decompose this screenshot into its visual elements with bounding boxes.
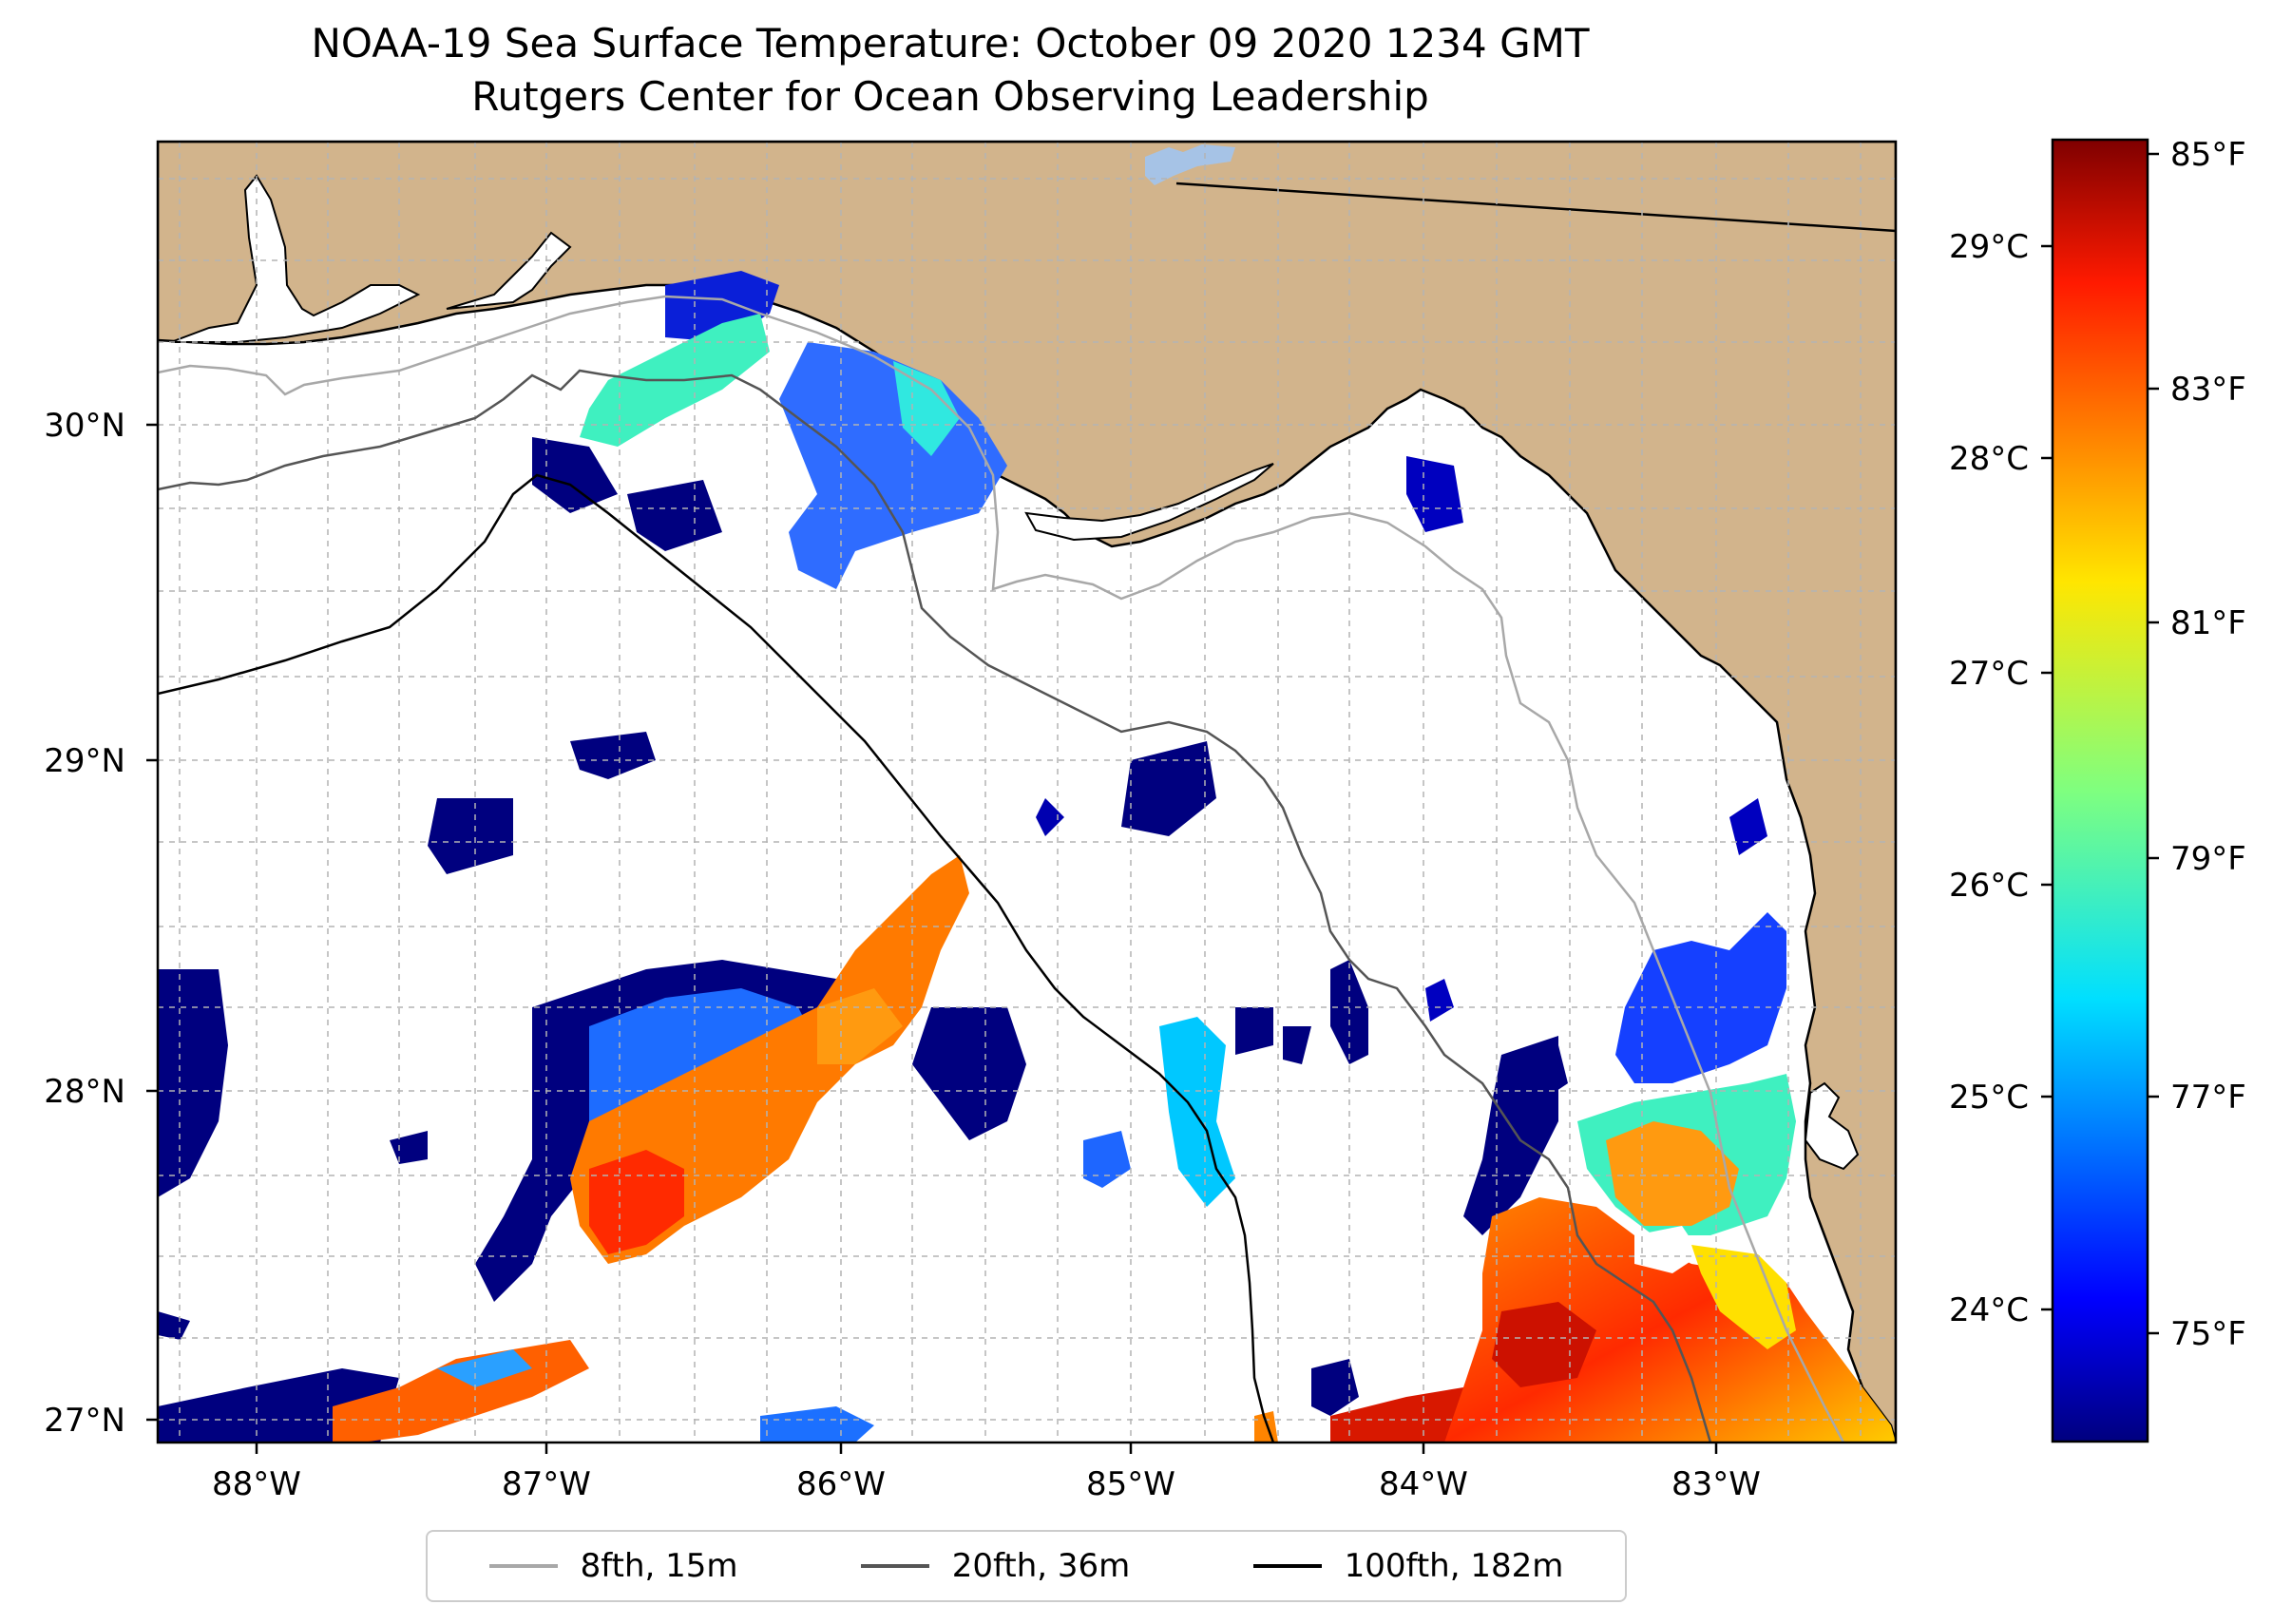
legend-label: 20fth, 36m — [951, 1547, 1131, 1585]
x-tick-label: 84°W — [1379, 1465, 1468, 1503]
celsius-label: 24°C — [1949, 1291, 2029, 1329]
x-tick-label: 87°W — [502, 1465, 591, 1503]
choctawhatchee-bay — [446, 231, 572, 310]
x-tick-label: 83°W — [1671, 1465, 1761, 1503]
fahrenheit-label: 81°F — [2170, 604, 2246, 642]
fahrenheit-label: 75°F — [2170, 1315, 2246, 1353]
chart-subtitle: Rutgers Center for Ocean Observing Leade… — [471, 73, 1429, 120]
legend-swatch — [488, 1564, 558, 1568]
chart-title: NOAA-19 Sea Surface Temperature: October… — [311, 20, 1590, 67]
celsius-label: 25°C — [1949, 1079, 2029, 1117]
fahrenheit-label: 77°F — [2170, 1079, 2246, 1117]
pensacola-bay — [170, 174, 421, 343]
legend-swatch — [1252, 1564, 1322, 1568]
contour-8fth — [158, 295, 1845, 1442]
y-tick-label: 29°N — [44, 742, 125, 780]
legend-item-100fth: 100fth, 182m — [1252, 1547, 1564, 1585]
lake-seminole — [1145, 144, 1235, 185]
x-tick-label: 86°W — [796, 1465, 886, 1503]
x-tick-label: 85°W — [1086, 1465, 1175, 1503]
map-frame — [156, 140, 1898, 1444]
state-boundary — [1175, 182, 1896, 233]
legend-item-20fth: 20fth, 36m — [860, 1547, 1131, 1585]
fahrenheit-label: 79°F — [2170, 840, 2246, 878]
y-tick-label: 30°N — [44, 407, 125, 445]
fahrenheit-label: 83°F — [2170, 371, 2246, 409]
gridlines — [158, 142, 1896, 1442]
legend-label: 8fth, 15m — [580, 1547, 738, 1585]
apalachee-bay-inlet — [1024, 463, 1274, 542]
celsius-label: 27°C — [1949, 655, 2029, 693]
x-axis-ticks — [255, 1442, 1718, 1454]
legend-item-8fth: 8fth, 15m — [488, 1547, 738, 1585]
x-tick-label: 88°W — [212, 1465, 301, 1503]
legend-swatch — [860, 1564, 929, 1568]
y-tick-label: 28°N — [44, 1073, 125, 1111]
celsius-label: 29°C — [1949, 228, 2029, 266]
celsius-label: 28°C — [1949, 440, 2029, 478]
tampa-bay — [1804, 1081, 1860, 1171]
map-area — [158, 142, 1896, 1442]
colorbar-fahrenheit-labels: 85°F 83°F 81°F 79°F 77°F 75°F — [2170, 136, 2246, 1353]
contour-legend: 8fth, 15m 20fth, 36m 100fth, 182m — [426, 1530, 1627, 1602]
sst-data-patches — [158, 271, 1896, 1442]
colorbar-celsius-labels: 29°C 28°C 27°C 26°C 25°C 24°C — [1949, 228, 2029, 1329]
y-axis-ticks — [146, 423, 158, 1422]
y-axis-labels: 30°N 29°N 28°N 27°N — [44, 407, 125, 1440]
contour-20fth — [158, 369, 1712, 1442]
colorbar-fahrenheit-ticks — [2148, 152, 2159, 1335]
x-axis-labels: 88°W 87°W 86°W 85°W 84°W 83°W — [212, 1465, 1761, 1503]
celsius-label: 26°C — [1949, 867, 2029, 905]
y-tick-label: 27°N — [44, 1402, 125, 1440]
colorbar — [2051, 138, 2149, 1443]
colorbar-celsius-ticks — [2041, 244, 2053, 1311]
land-mass — [158, 142, 1896, 1442]
fahrenheit-label: 85°F — [2170, 136, 2246, 174]
legend-label: 100fth, 182m — [1344, 1547, 1564, 1585]
contour-100fth — [158, 473, 1275, 1442]
